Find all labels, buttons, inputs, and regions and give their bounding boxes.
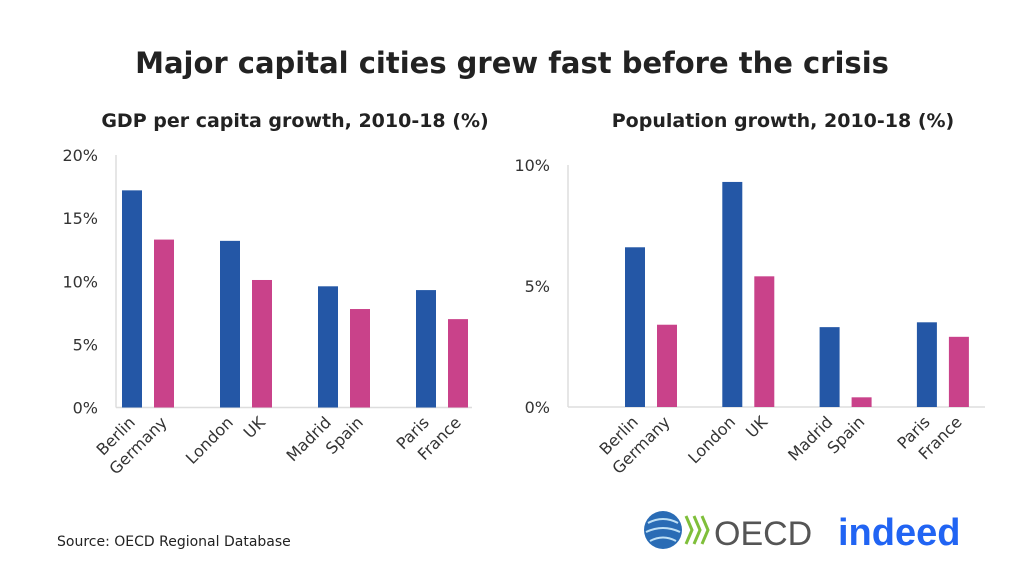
- oecd-logo: OECD: [644, 511, 812, 553]
- right-chart-title: Population growth, 2010-18 (%): [612, 110, 954, 132]
- bar-paris: [416, 290, 436, 408]
- y-tick-label: 0%: [525, 398, 550, 417]
- bar-spain: [851, 397, 872, 407]
- bar-london: [220, 240, 240, 408]
- indeed-logo: indeed: [838, 512, 960, 554]
- bar-germany: [154, 239, 174, 408]
- bar-germany: [657, 324, 677, 407]
- bar-berlin: [625, 247, 645, 407]
- y-tick-label: 5%: [73, 335, 98, 354]
- bar-uk: [754, 276, 775, 407]
- x-tick-label: London: [182, 413, 237, 468]
- x-tick-label: Spain: [823, 412, 868, 457]
- y-tick-label: 20%: [62, 146, 98, 165]
- bar-london: [722, 181, 743, 407]
- figure-title: Major capital cities grew fast before th…: [135, 46, 889, 80]
- bar-madrid: [318, 286, 338, 408]
- x-tick-label: UK: [240, 413, 269, 442]
- bar-uk: [252, 279, 272, 408]
- bar-france: [948, 336, 969, 407]
- y-tick-label: 10%: [514, 156, 550, 175]
- bar-france: [448, 319, 468, 408]
- y-tick-label: 10%: [62, 272, 98, 291]
- source-note: Source: OECD Regional Database: [57, 534, 291, 550]
- bar-berlin: [122, 190, 142, 408]
- x-tick-label: Spain: [322, 413, 367, 458]
- x-tick-label: UK: [742, 412, 771, 441]
- y-tick-label: 5%: [525, 277, 550, 296]
- y-tick-label: 0%: [73, 399, 98, 418]
- bar-paris: [916, 322, 937, 407]
- oecd-wordmark: OECD: [714, 515, 812, 553]
- bar-spain: [350, 309, 370, 408]
- x-tick-label: London: [684, 412, 739, 467]
- indeed-wordmark: indeed: [838, 512, 960, 554]
- y-tick-label: 15%: [62, 209, 98, 228]
- bar-madrid: [819, 327, 840, 407]
- left-chart-title: GDP per capita growth, 2010-18 (%): [101, 110, 488, 132]
